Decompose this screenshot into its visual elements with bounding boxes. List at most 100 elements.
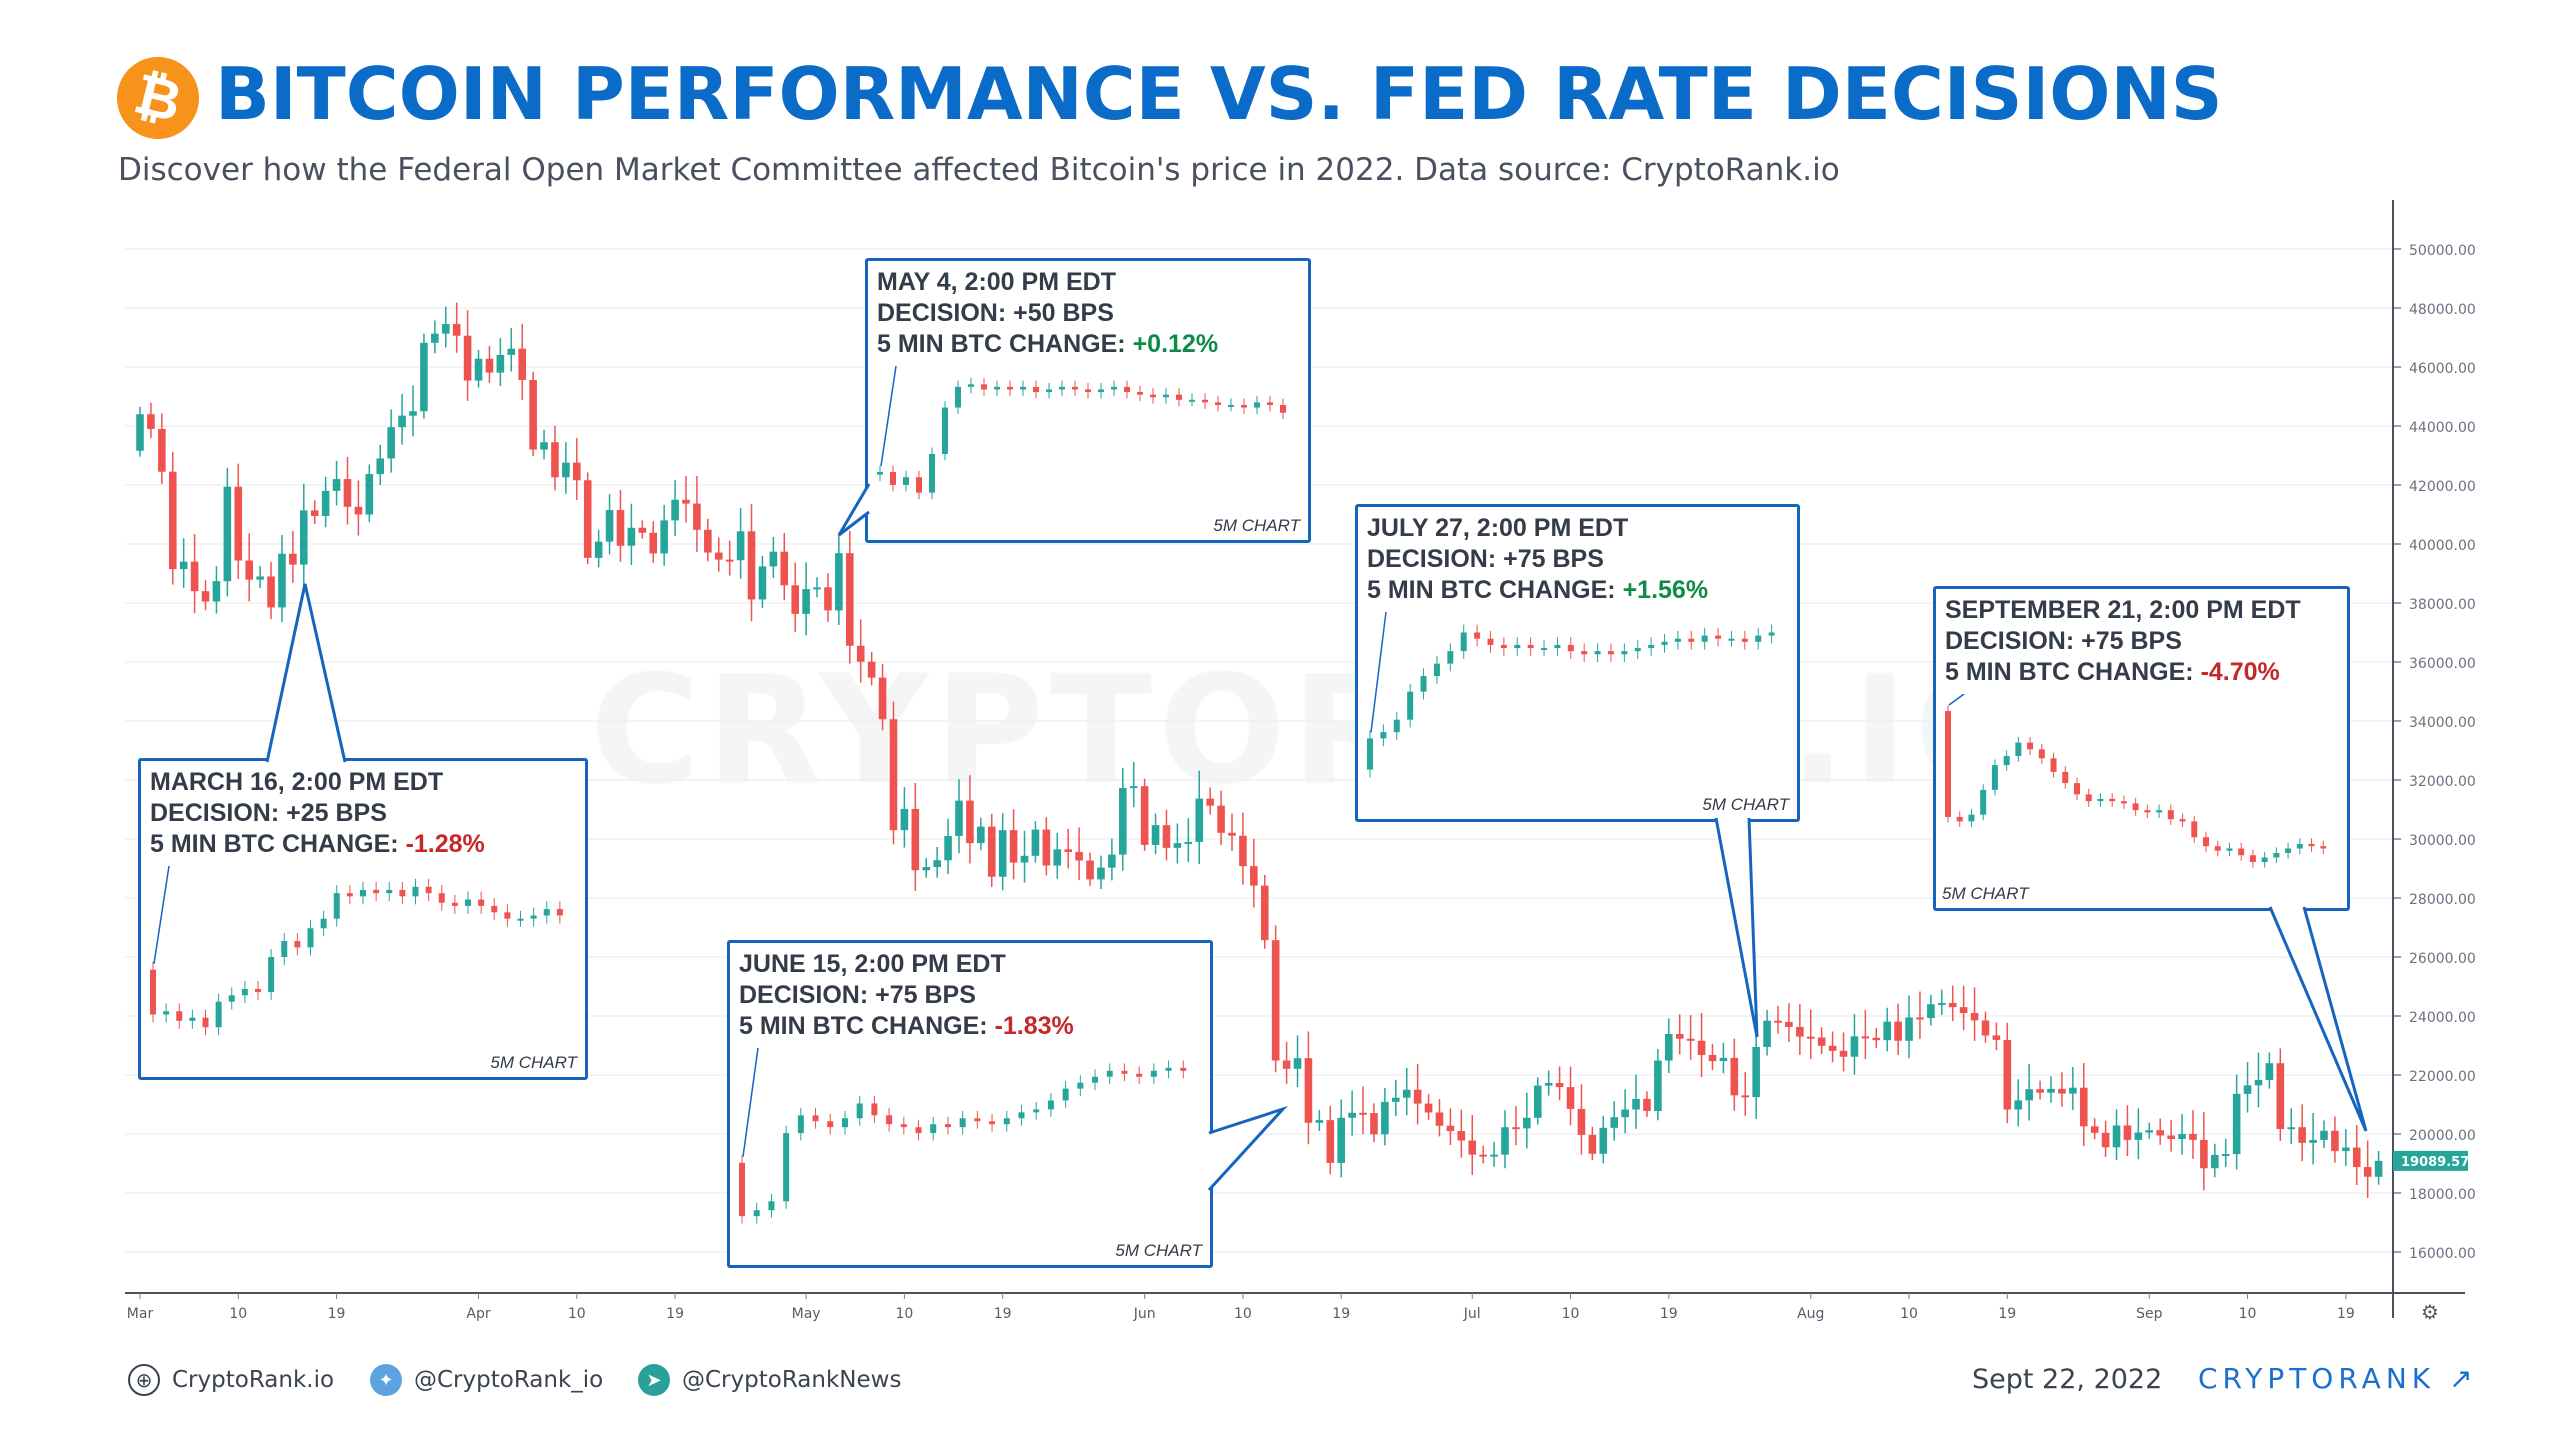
candle-body (256, 576, 264, 580)
y-tick-label: 44000.00 (2409, 420, 2476, 436)
x-tick-label: 19 (994, 1306, 1012, 1322)
candle-body (1555, 1082, 1564, 1088)
footer-website[interactable]: ⊕ CryptoRank.io (128, 1364, 334, 1396)
candle-body (769, 551, 778, 567)
inset-candle-body (202, 1017, 209, 1028)
x-tick-label: 10 (1562, 1306, 1580, 1322)
inset-candle-body (150, 969, 156, 1015)
candle-body (573, 462, 581, 481)
candle-body (1315, 1120, 1324, 1123)
inset-candle-body (2144, 810, 2151, 813)
inset-candle-body (1047, 1100, 1054, 1110)
inset-candle-body (1163, 394, 1169, 398)
inset-candle-body (2249, 855, 2256, 862)
inset-candle-body (386, 889, 393, 894)
candle-body (1588, 1134, 1597, 1154)
candle-body (1064, 849, 1072, 852)
inset-candle-body (215, 1001, 222, 1028)
annotation-box: JUNE 15, 2:00 PM EDT DECISION: +75 BPS 5 M… (727, 940, 1213, 1268)
inset-candle-body (2003, 756, 2010, 766)
inset-candle-body (346, 893, 353, 897)
candle-body (660, 520, 668, 554)
annotation-date: SEPTEMBER 21, 2:00 PM EDT (1945, 596, 2301, 624)
footer-twitter[interactable]: ✦ @CryptoRank_io (370, 1364, 603, 1396)
candle-body (758, 566, 767, 600)
y-tick-label: 48000.00 (2409, 302, 2476, 318)
candle-body (2189, 1134, 2197, 1140)
candle-body (2200, 1139, 2208, 1169)
candle-body (1402, 1089, 1411, 1098)
inset-candle-body (1150, 394, 1156, 398)
inset-candle-body (294, 941, 301, 948)
candle-body (1654, 1060, 1662, 1111)
inset-candle-body (2191, 821, 2198, 838)
inset-candle-body (1215, 402, 1221, 405)
inset-candle-body (2179, 819, 2186, 822)
candle-body (605, 510, 614, 542)
candle-body (1599, 1127, 1608, 1154)
brand-link[interactable]: CRYPTORANK ↗ (2198, 1362, 2478, 1395)
candle-body (671, 499, 679, 521)
candle-body (824, 587, 832, 611)
x-tick-label: May (792, 1306, 821, 1322)
annotation-text: MARCH 16, 2:00 PM EDT DECISION: +25 BPS 5 … (150, 767, 485, 860)
candle-body (867, 661, 876, 678)
candle-body (1490, 1154, 1498, 1157)
candle-body (1468, 1140, 1477, 1155)
candle-body (682, 499, 690, 504)
candle-body (1195, 798, 1204, 842)
candle-body (2047, 1088, 2055, 1093)
candle-body (245, 560, 253, 580)
candle-body (365, 474, 374, 515)
candle-body (1260, 885, 1269, 941)
candle-body (2331, 1130, 2339, 1152)
annotation-text: MAY 4, 2:00 PM EDT DECISION: +50 BPS 5 MIN… (877, 267, 1218, 360)
inset-candle-body (1092, 1076, 1099, 1083)
annotation-date: JULY 27, 2:00 PM EDT (1367, 514, 1629, 542)
candle-body (780, 551, 789, 586)
telegram-icon: ➤ (638, 1364, 670, 1396)
inset-candle-body (1634, 648, 1641, 652)
candle-body (2374, 1160, 2383, 1177)
inset-candle-body (1007, 386, 1013, 390)
candle-body (278, 553, 286, 608)
candle-body (1621, 1109, 1629, 1118)
y-tick-label: 20000.00 (2409, 1128, 2476, 1144)
inset-candle-body (320, 918, 327, 929)
x-tick-label: Jul (1463, 1306, 1481, 1322)
y-tick-label: 40000.00 (2409, 538, 2476, 554)
candle-body (1894, 1021, 1902, 1041)
decision-arrow-icon (153, 866, 170, 964)
inset-candle-body (856, 1103, 863, 1119)
candle-body (1184, 841, 1193, 844)
candle-body (649, 532, 658, 554)
candle-body (889, 719, 898, 831)
y-tick-label: 46000.00 (2409, 361, 2476, 377)
inset-candle-body (1003, 1118, 1010, 1125)
inset-candle-body (1648, 644, 1655, 649)
candle-body (1686, 1038, 1695, 1041)
publish-date: Sept 22, 2022 (1972, 1364, 2163, 1395)
y-tick-label: 22000.00 (2409, 1069, 2476, 1085)
inset-candle-body (871, 1103, 878, 1116)
annotation-date: JUNE 15, 2:00 PM EDT (739, 950, 1006, 978)
candle-body (2221, 1154, 2230, 1157)
inset-candle-body (2027, 742, 2034, 750)
x-tick-label: Aug (1797, 1306, 1824, 1322)
footer-telegram[interactable]: ➤ @CryptoRankNews (638, 1364, 901, 1396)
candle-body (158, 428, 166, 472)
candle-body (1282, 1060, 1291, 1069)
candle-body (1948, 1003, 1957, 1008)
x-tick-label: 10 (895, 1306, 913, 1322)
inset-candle-body (1046, 389, 1052, 393)
inset-candle-body (2273, 852, 2280, 858)
inset-candle-body (1241, 404, 1247, 408)
candle-body (1981, 1020, 1990, 1036)
candle-body (1435, 1112, 1444, 1126)
candle-body (1533, 1085, 1542, 1118)
candle-body (168, 471, 177, 570)
y-tick-label: 38000.00 (2409, 597, 2476, 613)
candle-body (1566, 1087, 1575, 1109)
candle-body (1839, 1050, 1848, 1057)
x-tick-label: Sep (2136, 1306, 2163, 1322)
